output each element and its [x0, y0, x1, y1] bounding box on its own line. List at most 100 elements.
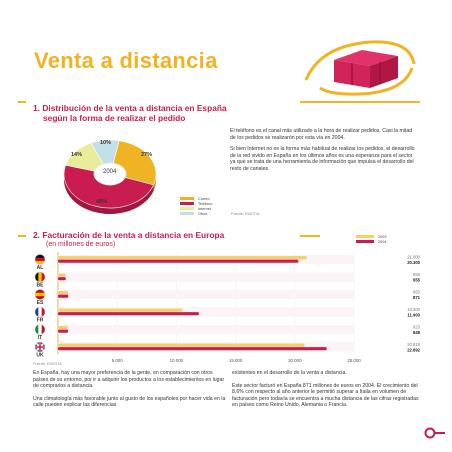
section2-rule-right [300, 235, 320, 237]
bar-be-2003 [58, 273, 66, 277]
bar-category-label-es: ES [37, 300, 44, 306]
bar-category-label-al: AL [37, 265, 44, 271]
section2-right-column: existentes en el desarrollo de la venta … [232, 370, 420, 409]
section1-title-line2: según la forma de realizar el pedido [43, 113, 186, 123]
legend-swatch-internet [180, 207, 194, 210]
bar-be-2004 [58, 277, 66, 281]
bar-category-label-it: IT [38, 335, 42, 341]
legend-label-telefono: Teléfono [198, 201, 213, 206]
pie-legend: Correo Teléfono Internet Otros [180, 196, 212, 216]
bar-it-2004 [58, 329, 69, 333]
section2-left-paragraph-2: Una climatología más favorable junto al … [33, 395, 226, 409]
bar-row-band [58, 255, 354, 264]
bar-fr-2003 [58, 308, 183, 312]
section2-left-paragraph-1: En España, hay una mayor preferencia de … [33, 370, 225, 390]
legend-label-internet: Internet [198, 206, 211, 211]
section1-title: 1. Distribución de la venta a distancia … [33, 103, 227, 123]
legend-swatch-telefono [180, 202, 194, 205]
legend-item-telefono: Teléfono [180, 201, 212, 206]
bar-category-label-be: BE [37, 283, 45, 289]
legend-label-correo: Correo [198, 196, 210, 201]
pie-hole [93, 162, 127, 186]
legend-label-2004: 2004 [378, 239, 387, 244]
bar-x-tick-label: 20.000 [288, 358, 302, 363]
legend-item-internet: Internet [180, 206, 212, 211]
section2-left-column: En España, hay una mayor preferencia de … [33, 370, 229, 409]
bar-x-tick-label: 25.000 [347, 358, 361, 363]
bar-value-label-uk-2003: 20.819 [407, 342, 420, 347]
bar-value-label-es-2003: 850 [413, 290, 421, 295]
bar-x-tick-label: 10.000 [170, 358, 184, 363]
pie-label-otros: 10% [100, 140, 112, 146]
legend-swatch-2003 [356, 235, 374, 238]
pie-center-label: 2004 [103, 169, 117, 175]
legend-item-correo: Correo [180, 196, 212, 201]
legend-item-2004: 2004 [356, 239, 386, 244]
bar-legend: 2003 2004 [356, 234, 386, 244]
section1-paragraph-1: El teléfono es el canal más utilizado a … [230, 128, 413, 141]
flag-ring [34, 254, 46, 265]
package-icon [304, 40, 416, 96]
corner-logo-icon [424, 427, 445, 439]
section2-title-text: Facturación de la venta a distancia en E… [42, 230, 225, 240]
section2-subtitle: (en millones de euros) [46, 241, 116, 248]
section2-number: 2. [33, 230, 40, 240]
legend-swatch-otros [180, 212, 194, 215]
legend-swatch-correo [180, 197, 194, 200]
bar-value-label-fr-2003: 10.500 [407, 307, 420, 312]
pie-label-telefono: 49% [96, 199, 108, 205]
bar-chart: 5.000 10.000 15.000 20.000 25.000 21.00020.30… [34, 252, 421, 363]
pie-label-internet: 14% [71, 152, 83, 158]
bar-category-label-uk: UK [36, 353, 44, 359]
section1-text: El teléfono es el canal más utilizado a … [230, 128, 418, 173]
flag-ring [34, 341, 46, 353]
bar-es-2004 [58, 294, 69, 298]
section2-title: 2. Facturación de la venta a distancia e… [33, 230, 224, 240]
flag-es-icon [35, 289, 45, 300]
bar-x-tick-label: 15.000 [229, 358, 243, 363]
section2-right-paragraph-1: existentes en el desarrollo de la venta … [232, 370, 347, 376]
bar-value-label-al-2004: 20.300 [407, 260, 420, 265]
bar-uk-2004 [58, 347, 327, 351]
bar-category-label-fr: FR [37, 318, 44, 324]
section1-rule [18, 101, 26, 103]
flag-it-icon [35, 324, 45, 335]
bar-row-band [58, 325, 354, 334]
bar-value-label-fr-2004: 11.900 [407, 313, 420, 318]
bar-fr-2004 [58, 312, 199, 316]
section1-source: Fuente: EMOTIA [231, 212, 260, 216]
flag-al-icon [35, 254, 45, 265]
section1-rule-right [300, 101, 420, 103]
legend-item-2003: 2003 [356, 234, 386, 239]
bar-uk-2003 [58, 343, 305, 347]
flag-ring [34, 324, 46, 335]
bar-value-label-uk-2004: 22.692 [407, 348, 420, 353]
bar-value-label-be-2004: 655 [413, 278, 421, 283]
flag-fr-icon [35, 307, 45, 317]
section2-right-paragraph-2: Este sector facturó en España 871 millon… [232, 382, 419, 409]
bar-row-band [58, 307, 354, 317]
section1-title-line1: Distribución de la venta a distancia en … [42, 103, 227, 113]
page-title: Venta a distancia [34, 48, 218, 73]
bar-al-2003 [58, 256, 307, 260]
bar-value-label-it-2003: 823 [413, 325, 421, 330]
pie-chart [63, 139, 157, 215]
flag-ring [34, 289, 46, 300]
section1-number: 1. [33, 103, 40, 113]
legend-label-otros: Otros [198, 211, 208, 216]
bar-value-label-it-2004: 848 [413, 330, 421, 335]
section2-rule [18, 235, 26, 237]
bar-value-label-al-2003: 21.000 [407, 255, 420, 260]
section1-paragraph-2: Si bien Internet no es la forma más habi… [230, 146, 415, 172]
bar-row-band [58, 342, 354, 352]
flag-ring [34, 306, 46, 318]
legend-item-otros: Otros [180, 211, 212, 216]
bar-x-tick-label: 5.000 [112, 358, 124, 363]
flag-be-icon [35, 272, 45, 282]
bar-row-band [58, 272, 354, 282]
legend-label-2003: 2003 [378, 234, 387, 239]
bar-value-label-be-2003: 655 [413, 272, 421, 277]
bar-al-2004 [58, 259, 299, 263]
flag-ring [34, 271, 46, 283]
flag-uk-icon [35, 342, 45, 352]
